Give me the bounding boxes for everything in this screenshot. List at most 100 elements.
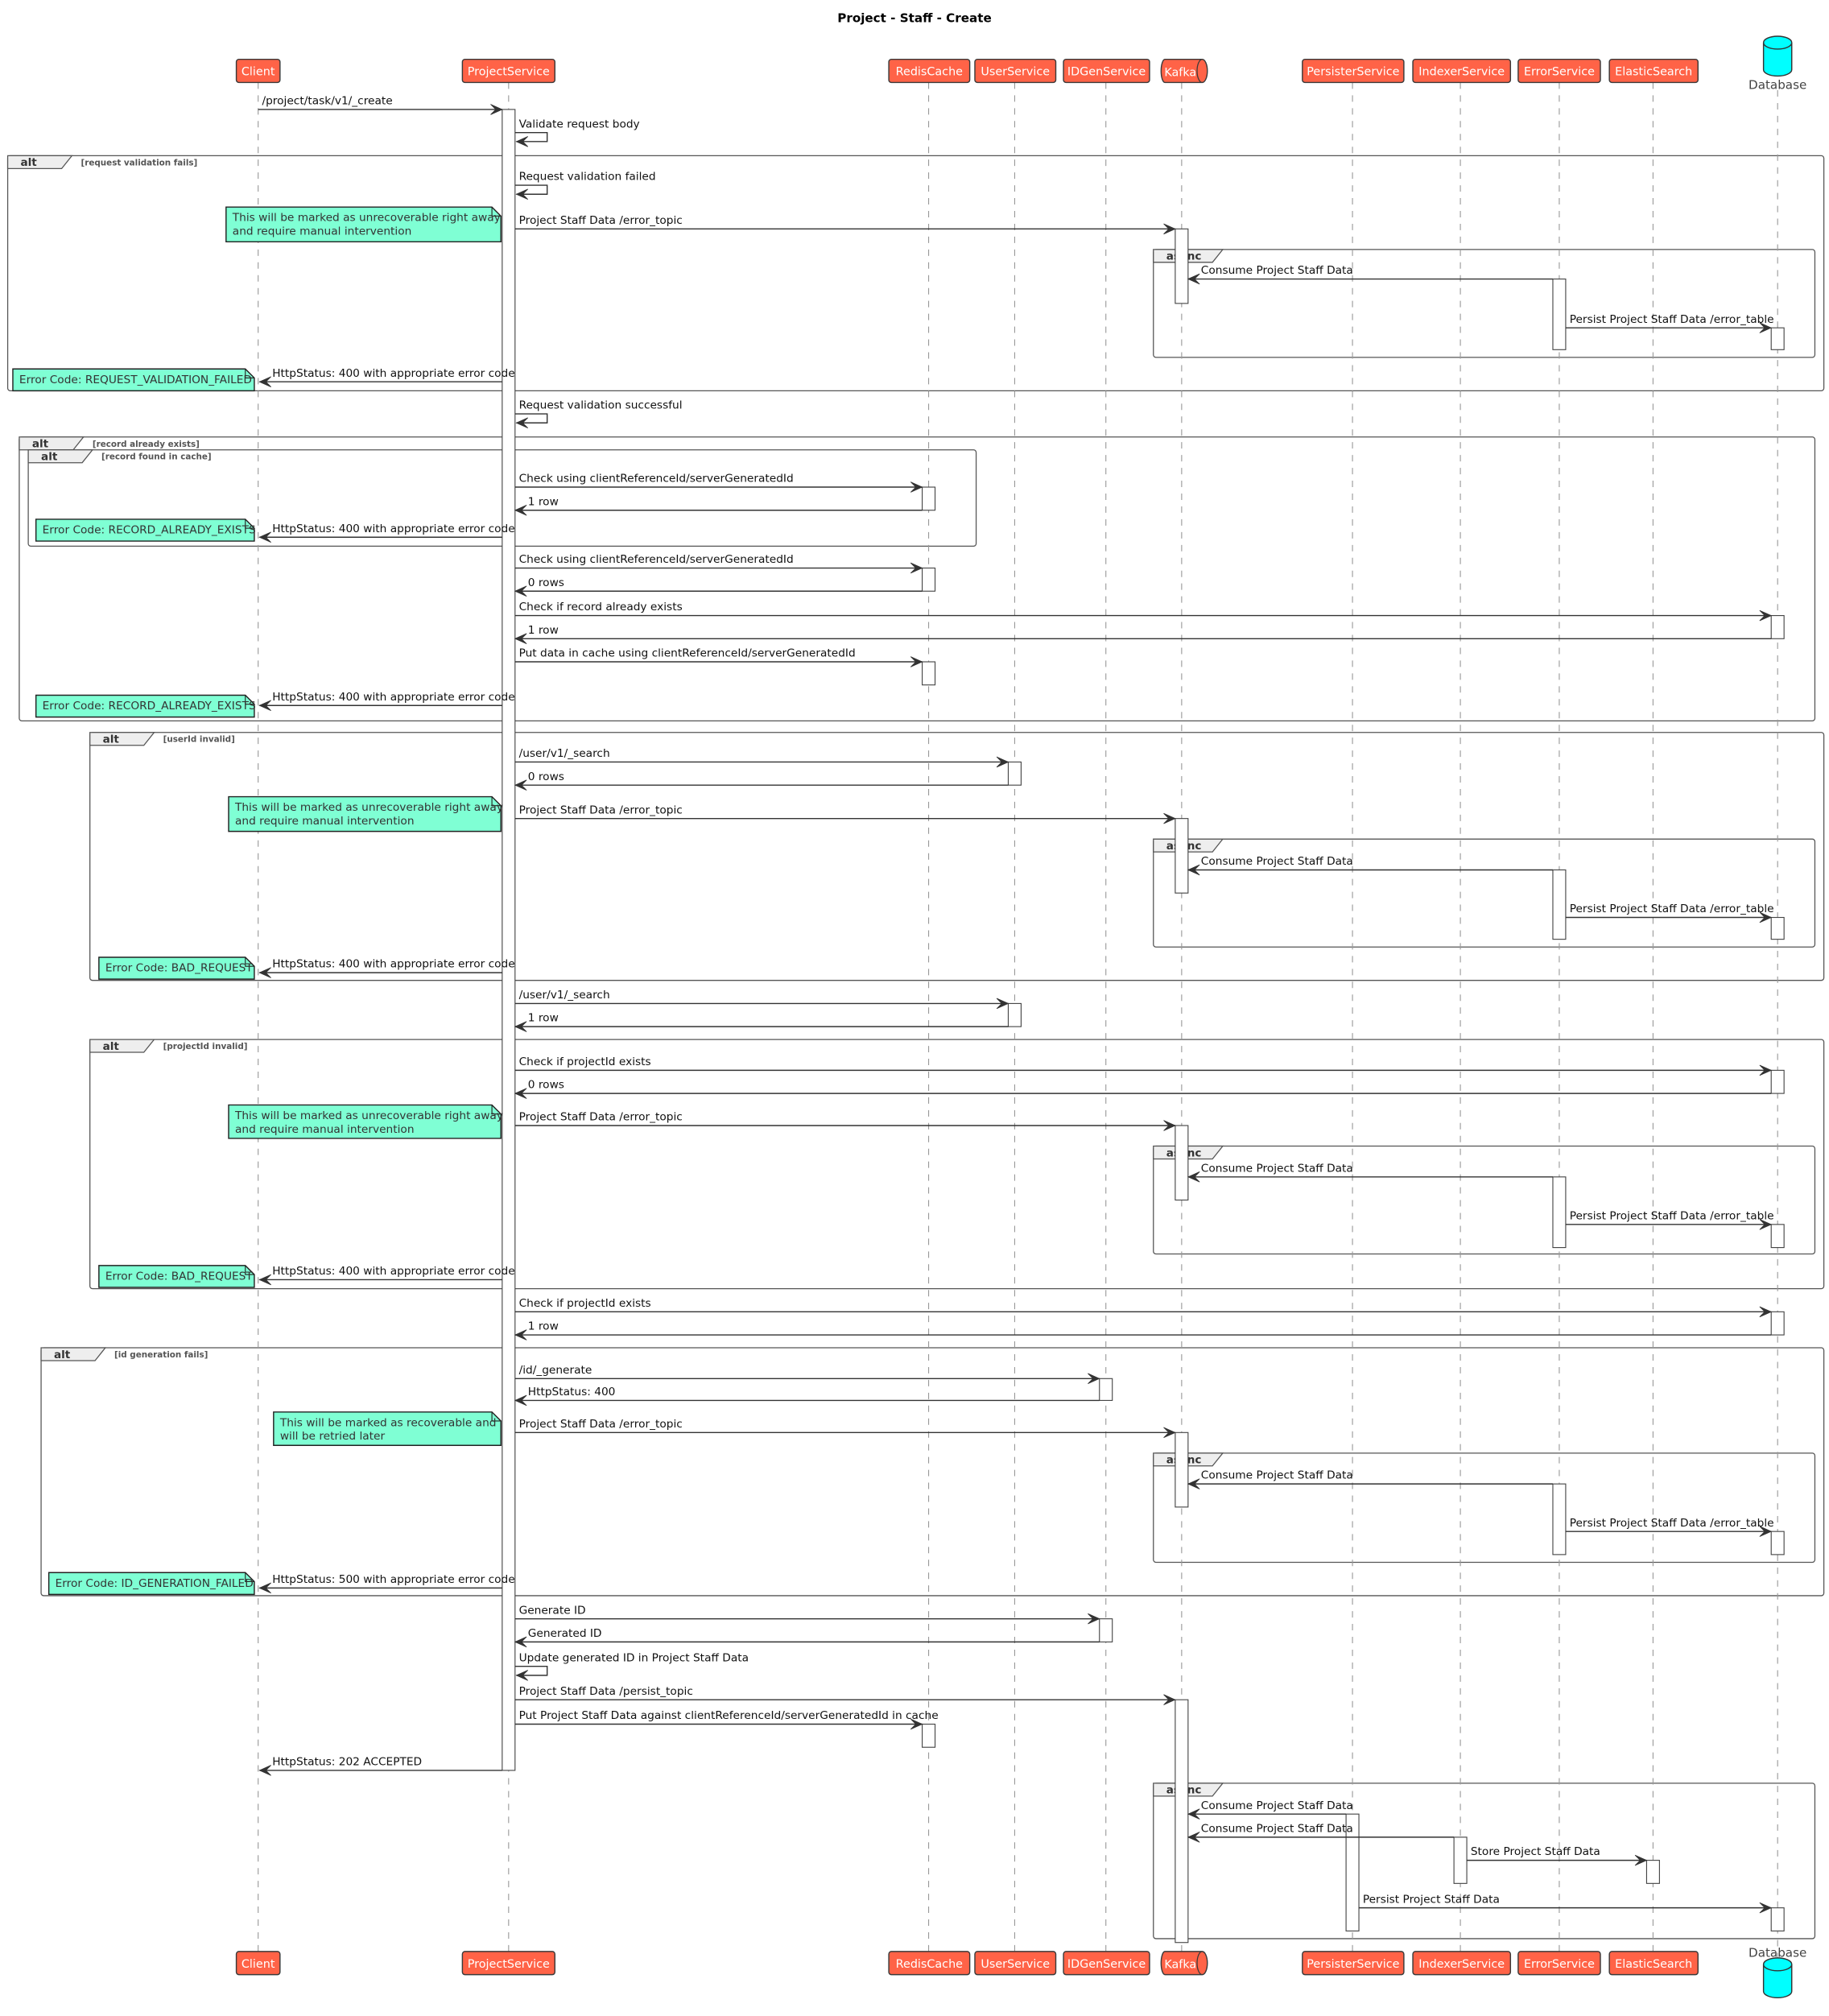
note: This will be marked as recoverable andwi… (273, 1411, 502, 1446)
note: Error Code: BAD_REQUEST (98, 1265, 255, 1288)
note-fold (245, 1265, 254, 1275)
arrow-head (1759, 911, 1773, 923)
participant-box (1517, 1951, 1601, 1976)
arrow-head (514, 1394, 527, 1407)
message-label: HttpStatus: 400 with appropriate error c… (272, 367, 514, 380)
arrow-head (514, 585, 527, 597)
fragment-tab (27, 449, 94, 464)
arrow-head (1163, 1694, 1176, 1705)
participant-userservice-top: UserService (974, 59, 1057, 84)
participant-projectservice-top: ProjectService (461, 59, 555, 84)
arrow-head (1759, 1526, 1773, 1537)
notes-layer: This will be marked as unrecoverable rig… (12, 206, 503, 1596)
participant-kafka-bottom: Kafka (1160, 1951, 1208, 1976)
participant-errorservice-top: ErrorService (1517, 59, 1601, 84)
arrow-head (515, 417, 529, 428)
participant-label: UserService (981, 1958, 1050, 1971)
participant-label: PersisterService (1307, 1958, 1399, 1971)
message-label: 1 row (528, 1320, 559, 1333)
participant-elasticsearch-top: ElasticSearch (1608, 59, 1699, 84)
arrow-head (910, 562, 923, 574)
fragment-keyword: alt (41, 451, 58, 464)
fragment-frame (89, 732, 1825, 981)
participant-box (235, 59, 281, 84)
fragment-keyword: alt (21, 156, 38, 169)
message: Project Staff Data /persist_topic (514, 1685, 1176, 1705)
participant-box (974, 1951, 1057, 1976)
participant-box (461, 59, 555, 84)
message-label: HttpStatus: 400 with appropriate error c… (272, 958, 514, 971)
participant-label: Client (242, 1958, 275, 1971)
arrow-head (258, 967, 271, 978)
message: Consume Project Staff Data (1187, 855, 1553, 876)
arrow-head (1187, 1808, 1200, 1820)
message: Project Staff Data /error_topic (514, 804, 1176, 824)
message-label: Persist Project Staff Data /error_table (1570, 903, 1774, 915)
message-label: Persist Project Staff Data /error_table (1570, 313, 1774, 326)
activation-bar (1770, 1224, 1785, 1249)
fragment-alt: alt [record already exists] (19, 436, 1816, 722)
note-text: and require manual intervention (233, 225, 412, 238)
fragment-frame (1153, 249, 1816, 358)
message: Consume Project Staff Data (1187, 1469, 1553, 1489)
message-label: 0 rows (528, 1079, 564, 1092)
message: 0 rows (514, 770, 1009, 791)
fragment-alt: alt [id generation fails] (40, 1347, 1825, 1597)
message: Consume Project Staff Data (1187, 1162, 1553, 1183)
message: 0 rows (514, 576, 923, 597)
message-label: Generated ID (528, 1627, 602, 1640)
arrow-head (1759, 322, 1773, 333)
arrow-head (1187, 1171, 1200, 1183)
message-label: Consume Project Staff Data (1201, 264, 1353, 277)
activation-bar (1770, 327, 1785, 350)
participant-label: ElasticSearch (1615, 66, 1692, 79)
participant-box (1412, 1951, 1512, 1976)
fragments-layer: alt[request validation fails]asyncalt[re… (6, 155, 1825, 1940)
participant-label: Database (1748, 77, 1806, 92)
queue-icon-rim (1196, 59, 1203, 84)
fragment-keyword: alt (103, 733, 120, 746)
activation-bar (922, 1723, 936, 1748)
participant-client-top: Client (235, 59, 281, 84)
participant-box (888, 59, 971, 84)
message: 1 row (514, 1012, 1009, 1032)
fragment-frame (1153, 1452, 1816, 1564)
activation-bar (1770, 916, 1785, 940)
message-label: Consume Project Staff Data (1201, 1162, 1353, 1175)
message: 1 row (514, 495, 923, 516)
fragment-guard: [record found in cache] (101, 452, 212, 462)
arrow-head (258, 1765, 271, 1776)
message-label: Store Project Staff Data (1471, 1845, 1600, 1858)
participant-rediscache-top: RedisCache (888, 59, 971, 84)
fragment-frame (19, 436, 1816, 722)
participant-box (1608, 59, 1699, 84)
arrow-head (1759, 1306, 1773, 1318)
message: /project/task/v1/_create (258, 95, 503, 115)
self-message-arrow (514, 184, 548, 195)
fragment-guard: [userId invalid] (163, 735, 235, 745)
message: HttpStatus: 400 with appropriate error c… (258, 523, 515, 543)
message: Check using clientReferenceId/serverGene… (514, 473, 923, 493)
fragment-frame (40, 1347, 1825, 1597)
note-text: will be retried later (280, 1430, 386, 1443)
message: 0 rows (514, 1079, 1772, 1099)
participant-client-bottom: Client (235, 1951, 281, 1976)
participant-label: Kafka (1164, 66, 1196, 79)
arrow-head (514, 1329, 527, 1341)
message: Check if projectId exists (514, 1056, 1773, 1076)
message: 1 row (514, 1320, 1772, 1341)
arrow-head (1163, 1120, 1176, 1131)
note-box (35, 518, 255, 542)
note: Error Code: ID_GENERATION_FAILED (47, 1572, 255, 1596)
activation-bar (1175, 1431, 1189, 1508)
message: HttpStatus: 400 with appropriate error c… (258, 367, 515, 387)
message-label: Update generated ID in Project Staff Dat… (519, 1651, 749, 1664)
participant-box (1063, 1951, 1150, 1976)
message-label: 1 row (528, 495, 559, 508)
message: Request validation failed (514, 171, 656, 200)
arrow-head (1759, 1064, 1773, 1076)
message-label: 0 rows (528, 576, 564, 589)
arrow-head (1088, 1373, 1100, 1385)
participant-label: UserService (981, 66, 1050, 79)
message: HttpStatus: 400 with appropriate error c… (258, 958, 515, 978)
